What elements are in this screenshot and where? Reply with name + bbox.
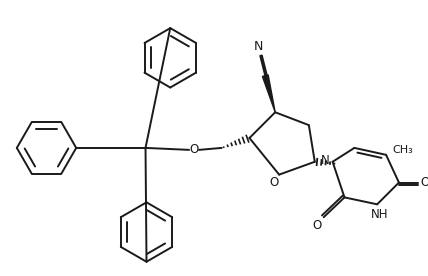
Text: NH: NH: [370, 208, 388, 221]
Text: O: O: [190, 143, 199, 156]
Text: CH₃: CH₃: [392, 145, 413, 155]
Polygon shape: [262, 75, 275, 112]
Text: O: O: [312, 219, 321, 232]
Text: O: O: [270, 176, 279, 189]
Text: N: N: [321, 154, 330, 167]
Text: O: O: [420, 176, 428, 189]
Text: N: N: [254, 40, 263, 54]
